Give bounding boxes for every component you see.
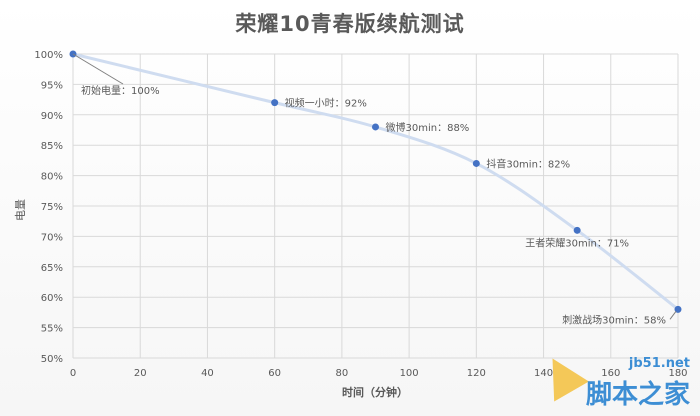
watermark-logo: jb51.net 脚本之家 [535,348,698,414]
y-tick-label: 60% [41,293,63,304]
data-point [674,305,682,313]
data-point [372,123,379,131]
axis-layer: 50% 55% 60% 65% 70% 75% 80% 85% 90% 95% 100% 0 20 40 6… [34,50,687,379]
y-tick-label: 65% [41,263,63,274]
x-tick-label: 80 [336,368,349,379]
y-tick-label: 75% [41,202,63,213]
x-tick-label: 60 [268,368,281,379]
data-point [472,159,480,167]
x-tick-label: 160 [601,368,620,379]
series-line [71,52,680,311]
data-label: 视频一小时：92% [285,97,367,110]
data-label: 微博30min：88% [386,121,470,134]
label-leader-line [72,53,124,85]
x-axis-label: 时间（分钟） [342,385,408,399]
y-tick-label: 55% [41,324,63,335]
watermark-url: jb51.net [628,356,690,371]
data-label: 刺激战场30min：58% [562,313,666,326]
x-tick-label: 20 [134,368,147,379]
x-tick-label: 0 [70,368,76,379]
y-tick-label: 80% [41,172,63,183]
label-leader-line [669,311,677,320]
marks-layer: 初始电量：100% 视频一小时：92% 微博30min：88% 抖音30min：82%… [69,50,682,326]
y-tick-label: 100% [34,50,63,61]
watermark-text: 脚本之家 [585,380,690,410]
y-tick-label: 50% [41,354,63,365]
data-label: 抖音30min：82% [486,157,570,170]
grid-layer [72,53,679,359]
x-tick-label: 120 [467,368,486,379]
data-point [573,226,581,234]
y-tick-label: 70% [41,232,63,243]
y-tick-label: 85% [41,141,63,152]
data-label: 王者荣耀30min：71% [525,237,629,249]
y-tick-label: 90% [41,111,63,122]
watermark-arrow-icon [535,348,589,402]
x-tick-label: 40 [201,368,214,379]
y-tick-label: 95% [41,80,63,91]
data-label: 初始电量：100% [81,84,160,97]
x-tick-label: 140 [534,368,553,379]
x-tick-label: 100 [400,368,419,379]
y-axis-label: 电量 [14,199,27,221]
x-tick-label: 180 [668,368,687,379]
chart-title: 荣耀10青春版续航测试 [235,12,465,36]
data-point [271,99,279,107]
